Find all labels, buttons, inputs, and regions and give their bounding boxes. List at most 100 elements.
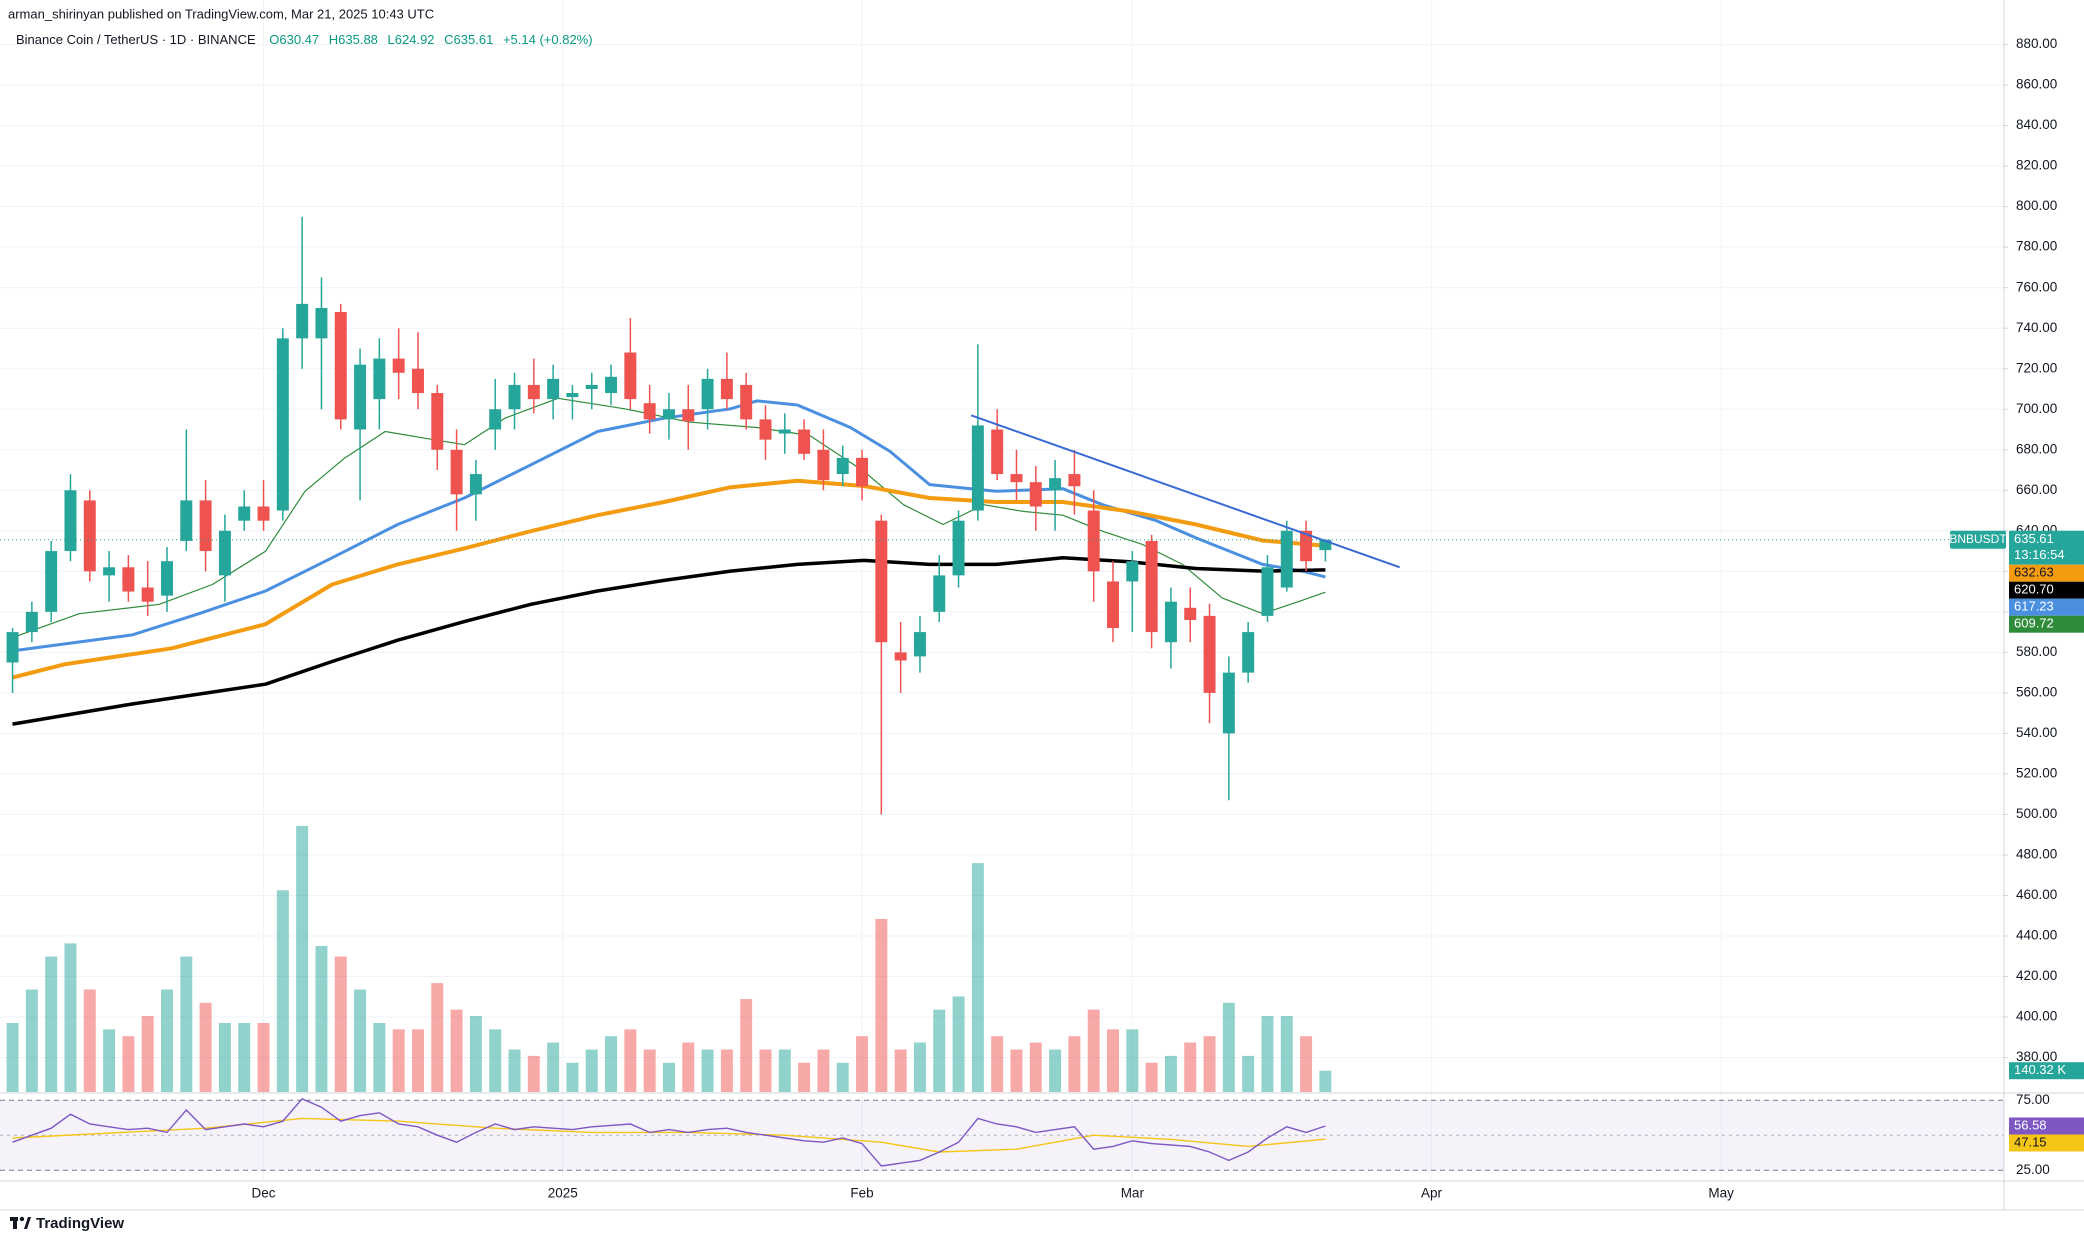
candle-body	[45, 551, 58, 612]
symbol-box	[1950, 530, 2006, 549]
y-tick-label: 440.00	[2016, 928, 2057, 943]
candle-body	[798, 429, 811, 454]
candle-body	[1203, 615, 1216, 693]
candle-body	[83, 500, 96, 572]
change-value: +5.14 (+0.82%)	[503, 32, 593, 47]
volume-bar	[933, 1009, 946, 1092]
volume-bar	[141, 1016, 154, 1092]
volume-bar	[1280, 1016, 1293, 1092]
volume-bar	[354, 989, 367, 1092]
candle-body	[25, 611, 38, 633]
x-tick-label: Feb	[850, 1186, 873, 1201]
ma-label: 609.72	[2014, 616, 2054, 631]
candle-body	[991, 429, 1004, 475]
y-tick-label: 460.00	[2016, 887, 2057, 902]
volume-bar	[1126, 1029, 1139, 1092]
candle-body	[913, 632, 926, 657]
volume-bar	[1203, 1036, 1216, 1092]
rsi-line	[12, 1117, 1326, 1153]
candle-body	[411, 368, 424, 394]
y-tick-label: 820.00	[2016, 158, 2057, 173]
candle-body	[354, 364, 367, 430]
y-tick-label: 500.00	[2016, 806, 2057, 821]
x-tick-label: May	[1708, 1186, 1734, 1201]
volume-bar	[218, 1022, 231, 1092]
candle-body	[1280, 530, 1293, 588]
countdown: 13:16:54	[2014, 547, 2065, 562]
rsi-tick-label: 75.00	[2016, 1092, 2050, 1107]
candle-body	[122, 567, 135, 592]
ma-box	[2009, 615, 2084, 633]
volume-bar	[6, 1022, 19, 1092]
candle-body	[450, 449, 463, 495]
candle-body	[489, 409, 502, 430]
candle-body	[392, 358, 405, 373]
volume-bar	[952, 996, 965, 1092]
volume-bar	[643, 1049, 656, 1092]
y-tick-label: 780.00	[2016, 239, 2057, 254]
candle-body	[1184, 607, 1197, 620]
volume-bar	[759, 1049, 772, 1092]
volume-bar	[1087, 1009, 1100, 1092]
candle-body	[836, 457, 849, 475]
y-tick-label: 740.00	[2016, 320, 2057, 335]
candle-body	[875, 520, 888, 643]
volume-bar	[25, 989, 38, 1092]
y-tick-label: 560.00	[2016, 684, 2057, 699]
y-tick-label: 520.00	[2016, 765, 2057, 780]
volume-bar	[720, 1049, 733, 1092]
candle-body	[180, 500, 193, 541]
y-tick-label: 400.00	[2016, 1009, 2057, 1024]
volume-bar	[913, 1042, 926, 1092]
candle-body	[103, 567, 116, 576]
candle-body	[1068, 474, 1081, 487]
candle-body	[643, 403, 656, 420]
volume-label: 140.32 K	[2014, 1062, 2066, 1077]
label-layer: 880.00 860.00 840.00 820.00 800.00 780.00 760.…	[252, 36, 2084, 1201]
volume-bar	[662, 1062, 675, 1092]
candle-body	[740, 384, 753, 420]
candle-body	[527, 384, 540, 400]
rsi-box	[2009, 1117, 2084, 1135]
candle-body	[1010, 474, 1023, 483]
candle-body	[624, 352, 637, 400]
volume-bar	[875, 918, 888, 1092]
x-tick-label: 2025	[548, 1186, 578, 1201]
volume-bar	[508, 1049, 521, 1092]
ma-box	[2009, 581, 2084, 599]
volume-bar	[180, 956, 193, 1092]
candle-body	[662, 409, 675, 420]
volume-bar	[991, 1036, 1004, 1092]
candle-body	[1087, 510, 1100, 572]
volume-bar	[1300, 1036, 1313, 1092]
moving-average	[12, 399, 1326, 653]
volume-bar	[431, 983, 444, 1092]
volume-bar	[334, 956, 347, 1092]
publish-note: arman_shirinyan published on TradingView…	[8, 6, 434, 21]
symbol-label: BNBUSDT	[1949, 532, 2007, 546]
volume-bar	[1319, 1070, 1332, 1092]
volume-bar	[566, 1062, 579, 1092]
ma-label: 620.70	[2014, 582, 2054, 597]
candle-body	[161, 561, 173, 596]
price-label: 635.61	[2014, 531, 2054, 546]
volume-bar	[682, 1042, 695, 1092]
volume-bar	[856, 1036, 869, 1092]
candle-body	[296, 303, 309, 339]
volume-bar	[1145, 1062, 1158, 1092]
candle-body	[952, 520, 965, 576]
y-tick-label: 800.00	[2016, 198, 2057, 213]
candle-body	[894, 652, 907, 661]
volume-bar	[373, 1022, 386, 1092]
candle-body	[431, 393, 444, 450]
ma-label: 617.23	[2014, 599, 2054, 614]
volume-bar	[527, 1055, 540, 1092]
y-tick-label: 420.00	[2016, 968, 2057, 983]
candle-body	[238, 506, 251, 521]
candle-body	[373, 358, 386, 400]
price-box	[2009, 530, 2084, 565]
y-tick-label: 540.00	[2016, 725, 2057, 740]
volume-bar	[199, 1002, 212, 1092]
candle-body	[682, 409, 695, 422]
